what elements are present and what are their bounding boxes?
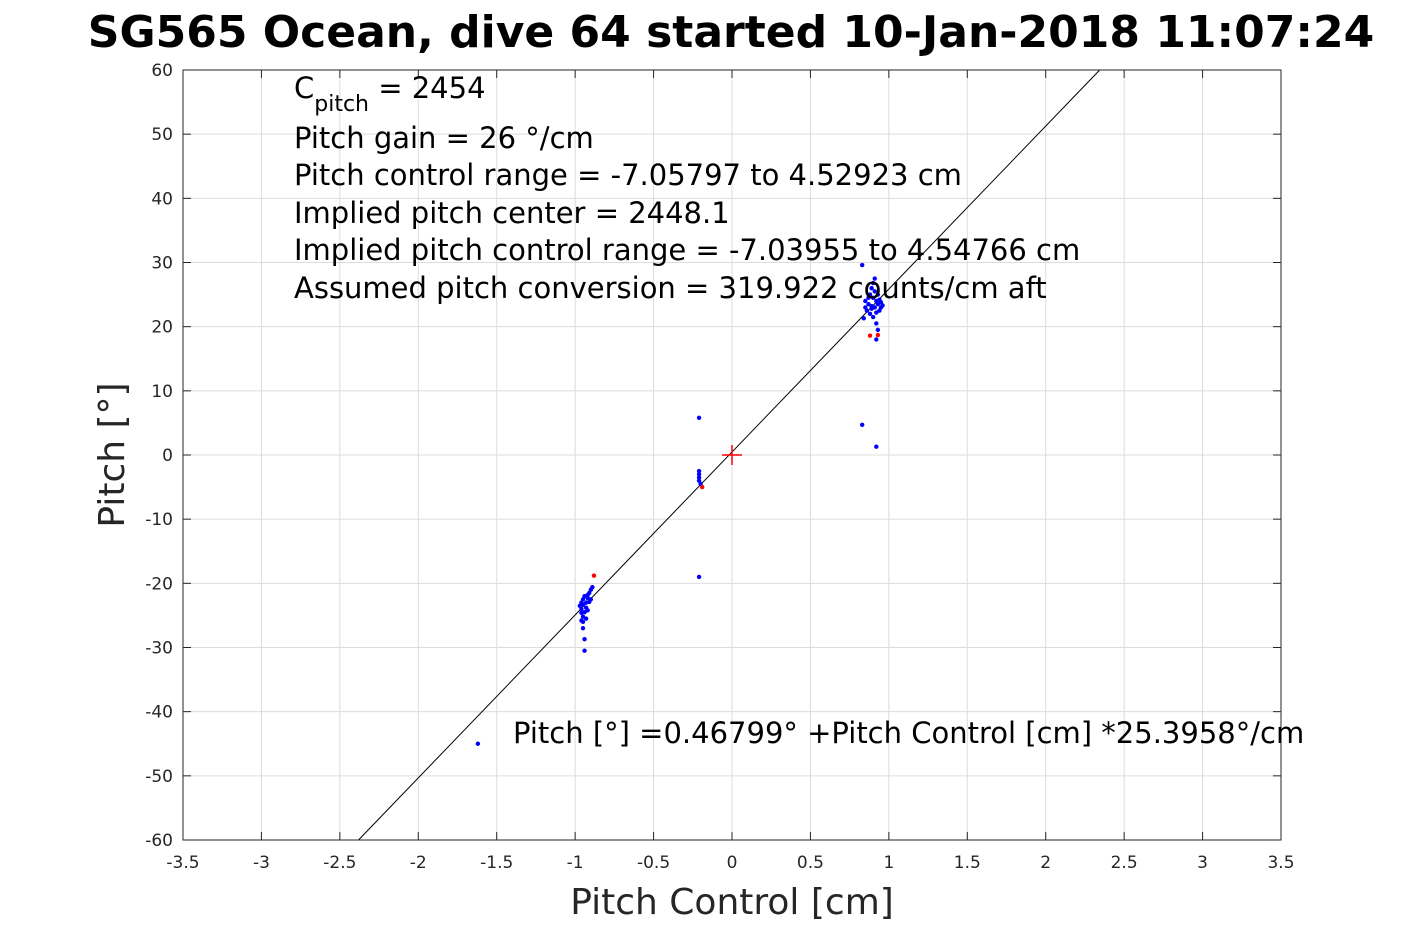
data-point <box>874 321 879 326</box>
data-point <box>579 618 584 623</box>
center-marker <box>722 445 742 465</box>
y-tick-label: 20 <box>151 318 173 338</box>
data-point <box>874 337 879 342</box>
annotation-assumed-pitch-conversion: Assumed pitch conversion = 319.922 count… <box>294 271 1047 305</box>
y-tick-label: -10 <box>145 510 173 530</box>
annotation-pitch-control-range: Pitch control range = -7.05797 to 4.5292… <box>294 158 962 192</box>
data-point <box>864 308 870 313</box>
y-tick-label: -40 <box>145 703 173 723</box>
data-point <box>867 311 873 317</box>
data-point <box>696 468 702 474</box>
data-point <box>869 306 874 311</box>
data-point <box>696 415 702 420</box>
data-point <box>874 444 879 449</box>
x-tick-label: 0.5 <box>797 853 824 873</box>
data-points <box>475 262 885 746</box>
data-point <box>869 285 874 291</box>
outlier-point <box>875 332 881 338</box>
data-point <box>582 593 587 599</box>
data-point <box>870 314 876 320</box>
y-tick-label: 0 <box>162 446 173 466</box>
y-tick-label: 60 <box>151 61 173 81</box>
data-point <box>582 636 587 642</box>
center-marker-layer <box>722 445 742 465</box>
data-point <box>696 475 702 480</box>
x-tick-label: 3 <box>1197 853 1208 873</box>
x-tick-label: 3.5 <box>1267 853 1294 873</box>
x-tick-label: 1.5 <box>954 853 981 873</box>
data-point <box>588 597 594 602</box>
data-point <box>867 292 873 297</box>
data-point <box>580 626 586 631</box>
fit-equation-label: Pitch [°] =0.46799° +Pitch Control [cm] … <box>513 716 1304 750</box>
data-point <box>859 262 865 268</box>
y-axis-ticks: -60 -50 -40 -30 -20 -10 0 10 20 30 40 50 60 <box>145 61 1281 851</box>
x-axis-ticks: -3.5 -3 -2.5 -2 -1.5 -1 -0.5 0 0.5 1 1.5 2 2.5 3 3.5 <box>166 70 1295 873</box>
outlier-point <box>867 333 873 338</box>
x-tick-label: -0.5 <box>637 853 670 873</box>
x-tick-label: -3 <box>253 853 270 873</box>
data-point <box>875 292 881 297</box>
y-tick-label: -20 <box>145 574 173 594</box>
y-tick-label: 30 <box>151 254 173 274</box>
outlier-point <box>699 484 705 490</box>
data-point <box>582 648 587 653</box>
x-tick-label: -1 <box>567 853 584 873</box>
x-tick-label: -1.5 <box>480 853 513 873</box>
x-tick-label: -2 <box>410 853 427 873</box>
annotation-implied-pitch-center: Implied pitch center = 2448.1 <box>294 196 730 230</box>
annotation-implied-pitch-control-range: Implied pitch control range = -7.03955 t… <box>294 233 1080 267</box>
cpitch-subscript: pitch <box>314 92 369 117</box>
x-axis-label: Pitch Control [cm] <box>570 882 894 923</box>
chart-title: SG565 Ocean, dive 64 started 10-Jan-2018… <box>88 7 1374 58</box>
plot-area <box>358 69 1101 841</box>
annotation-pitch-gain: Pitch gain = 26 °/cm <box>294 121 594 155</box>
data-point <box>870 280 876 286</box>
y-axis-label: Pitch [°] <box>92 382 133 527</box>
y-tick-label: 10 <box>151 382 173 402</box>
y-tick-label: 50 <box>151 125 173 145</box>
x-tick-label: 2.5 <box>1111 853 1138 873</box>
x-tick-label: -2.5 <box>323 853 356 873</box>
x-tick-label: 0 <box>727 853 738 873</box>
data-point <box>590 584 595 590</box>
data-point <box>585 608 590 613</box>
data-point <box>861 316 866 321</box>
data-point <box>870 295 876 300</box>
y-tick-label: 40 <box>151 189 173 209</box>
y-tick-label: -60 <box>145 831 173 851</box>
y-tick-label: -30 <box>145 639 173 659</box>
data-point <box>580 602 586 607</box>
outlier-point <box>591 573 597 578</box>
data-point <box>875 327 881 333</box>
data-point <box>859 422 865 428</box>
annotation-cpitch: Cpitch = 2454 <box>294 71 486 117</box>
data-point <box>872 276 877 281</box>
data-point <box>863 298 868 304</box>
x-tick-label: 1 <box>883 853 894 873</box>
cpitch-value: = 2454 <box>369 71 486 105</box>
data-point <box>872 289 877 294</box>
annotation-block: Cpitch = 2454 Pitch gain = 26 °/cm Pitch… <box>294 71 1080 305</box>
data-point <box>475 741 481 746</box>
cpitch-symbol: C <box>294 71 314 105</box>
x-tick-label: -3.5 <box>166 853 199 873</box>
data-point <box>696 472 702 477</box>
data-point <box>696 574 702 580</box>
x-tick-label: 2 <box>1040 853 1051 873</box>
y-tick-label: -50 <box>145 767 173 787</box>
data-point <box>583 616 589 621</box>
data-point <box>880 303 885 308</box>
